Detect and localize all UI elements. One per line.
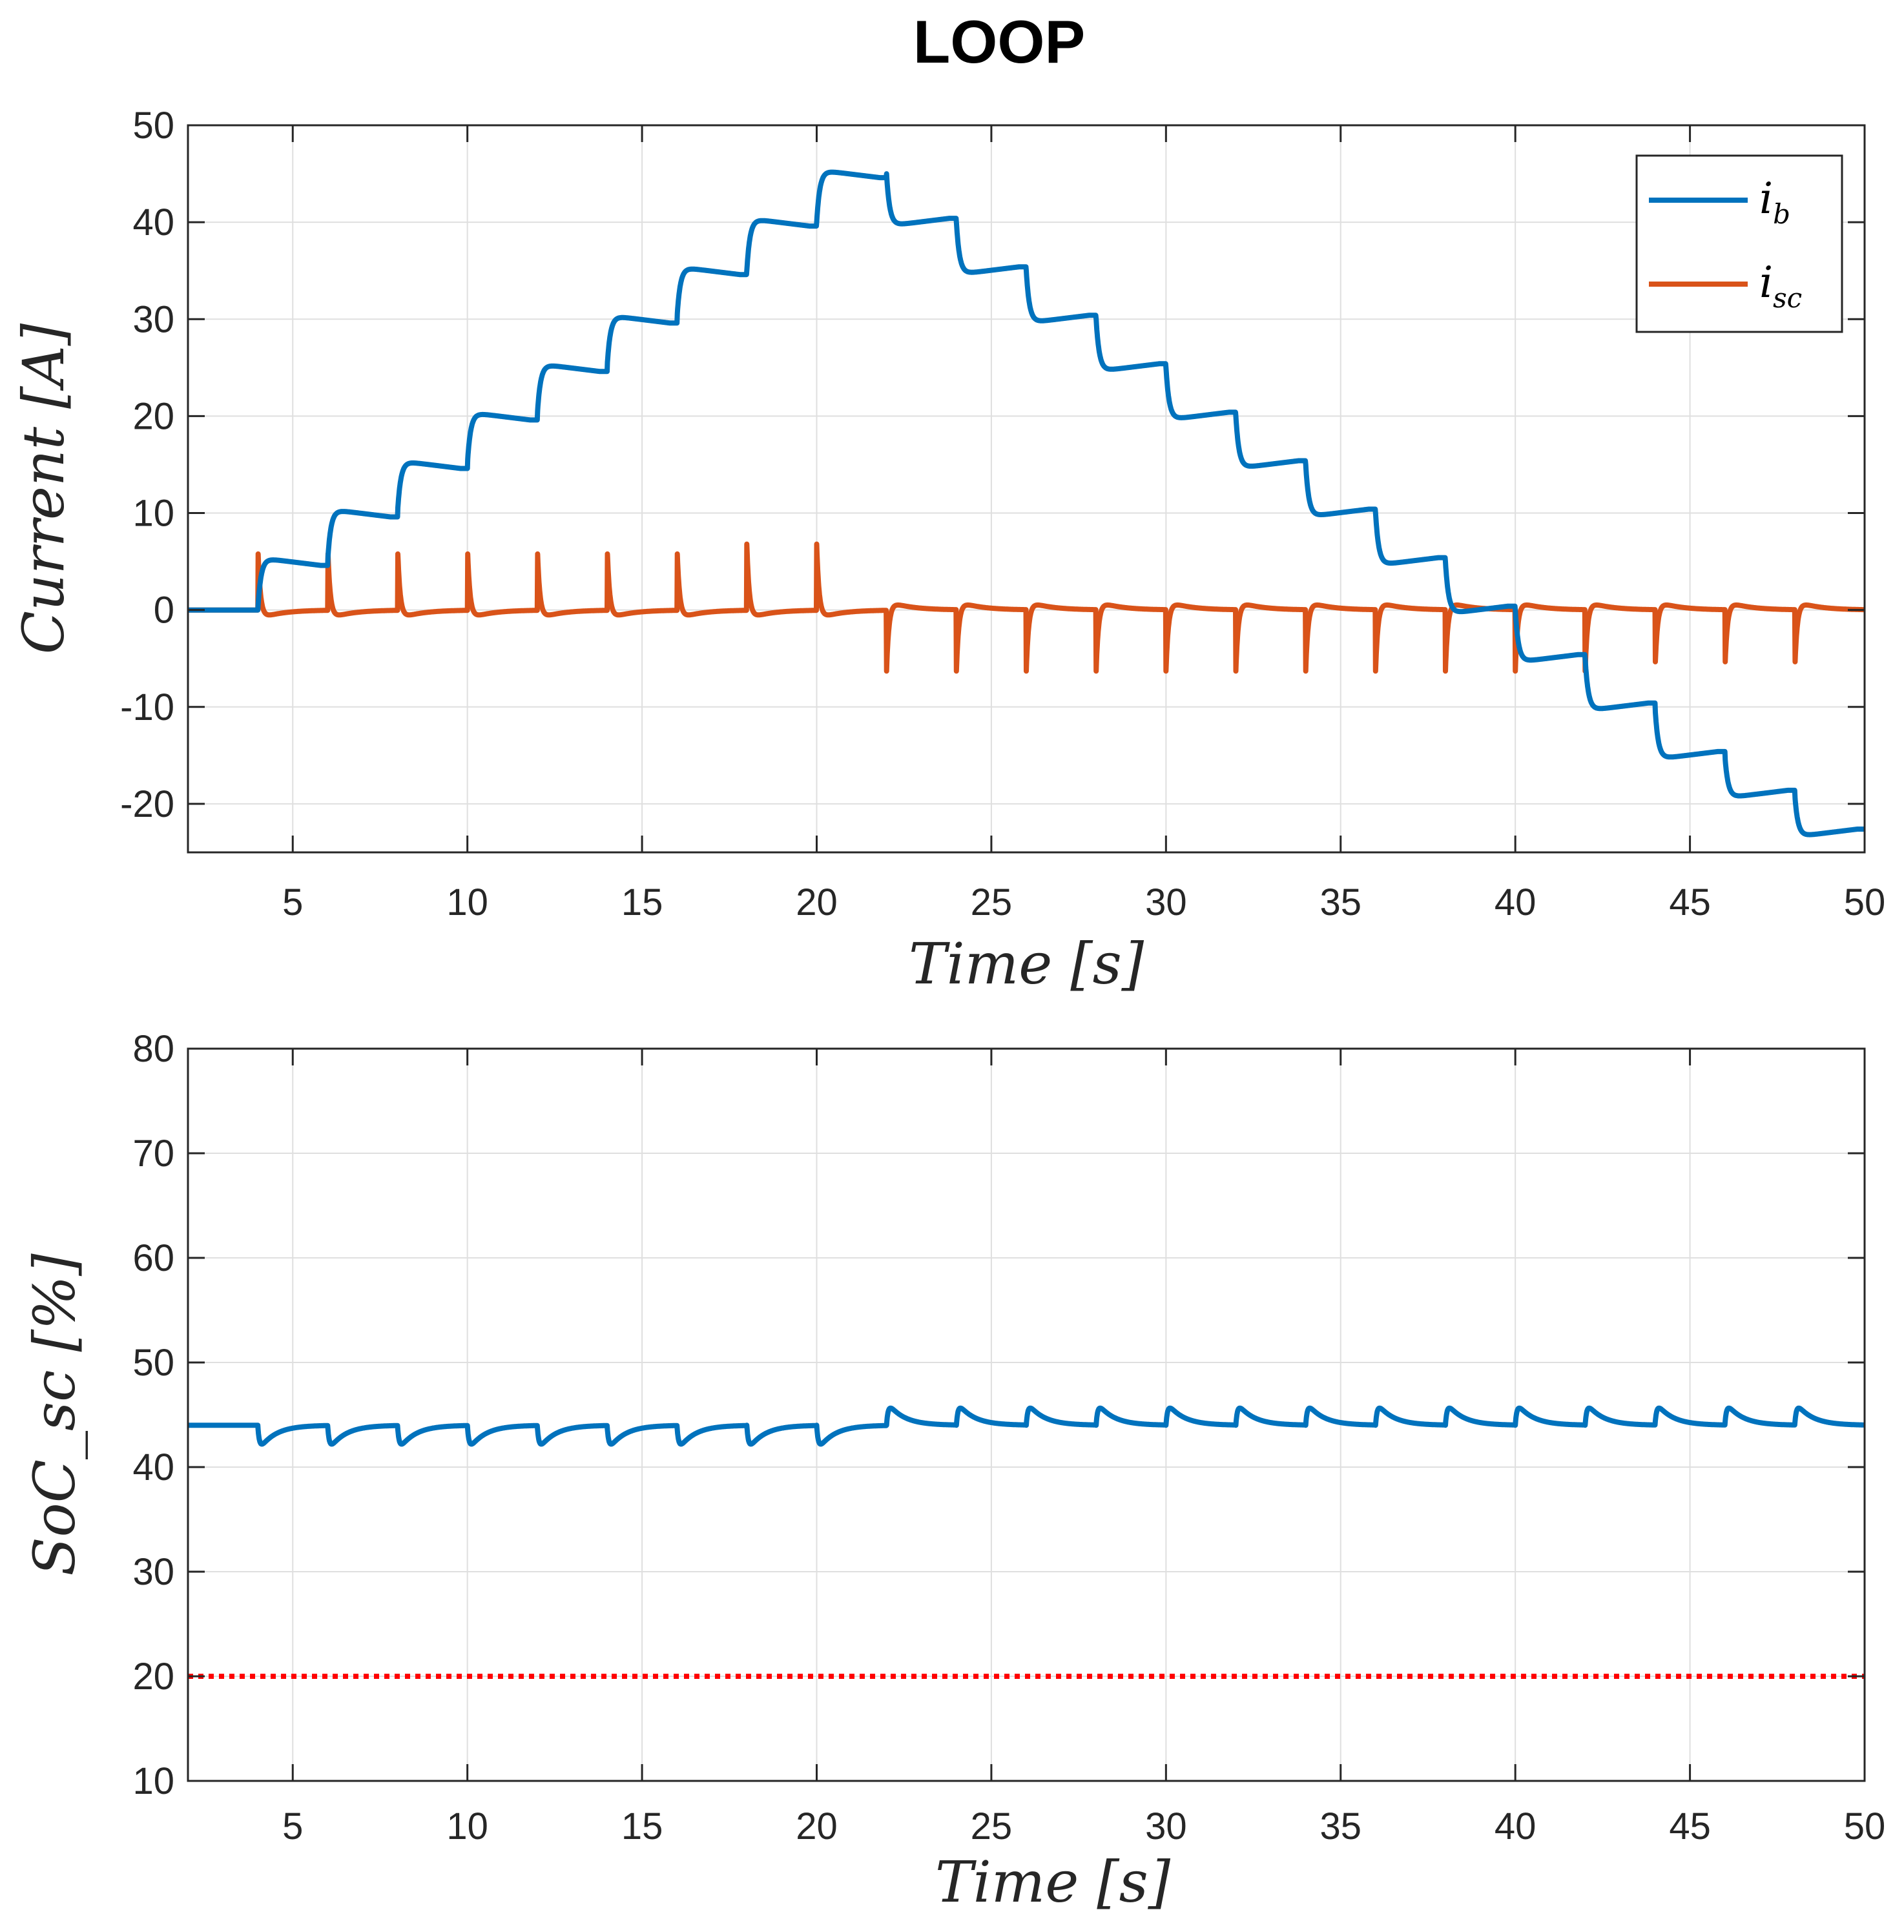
legend-isc-base: i: [1759, 258, 1773, 307]
soc-x-tick-label: 25: [971, 1805, 1013, 1847]
soc-y-tick-label: 50: [132, 1342, 174, 1384]
current-lines: [188, 169, 1865, 838]
soc-series-line: [188, 1405, 1865, 1447]
soc-x-tick-label: 5: [282, 1805, 303, 1847]
legend-box: [1635, 154, 1843, 333]
figure-title: LOOP: [913, 8, 1085, 76]
legend-ib-label: ib: [1759, 174, 1790, 230]
current-x-tick-label: 10: [446, 881, 488, 923]
soc-y-tick-label: 10: [132, 1760, 174, 1802]
soc-y-axis-label: SoC_sc [%]: [21, 1253, 88, 1576]
soc-ticks: [188, 1047, 1866, 1782]
current-x-tick-label: 45: [1669, 881, 1711, 923]
soc-x-tick-label: 50: [1844, 1805, 1886, 1847]
current-x-tick-label: 20: [796, 881, 838, 923]
current-y-tick-label: 50: [132, 105, 174, 147]
soc-y-tick-label: 80: [132, 1028, 174, 1070]
current-x-tick-labels: 5 10 15 20 25 30 35 40 45 50: [282, 881, 1885, 923]
legend-ib-sub: b: [1773, 198, 1790, 230]
current-x-tick-label: 50: [1844, 881, 1886, 923]
legend-isc-label: isc: [1759, 258, 1802, 314]
current-x-tick-label: 15: [621, 881, 663, 923]
soc-y-tick-label: 30: [132, 1551, 174, 1593]
soc-x-tick-label: 45: [1669, 1805, 1711, 1847]
current-y-tick-labels: -20 -10 0 10 20 30 40 50: [120, 105, 174, 825]
soc-lines: [188, 1405, 1865, 1679]
ib-series-line: [188, 169, 1865, 838]
current-x-tick-label: 40: [1495, 881, 1537, 923]
current-x-tick-label: 30: [1145, 881, 1187, 923]
soc-x-axis-label: Time [s]: [935, 1849, 1171, 1915]
current-y-tick-label: 10: [132, 493, 174, 535]
current-x-axis-label: Time [s]: [909, 930, 1144, 997]
soc-y-tick-labels: 10 20 30 40 50 60 70 80: [132, 1028, 174, 1802]
soc-x-tick-label: 15: [621, 1805, 663, 1847]
current-y-axis-label: Current [A]: [10, 323, 77, 654]
current-grid: [188, 125, 1865, 852]
current-y-tick-label: -20: [120, 783, 174, 825]
current-ticks: [188, 124, 1866, 852]
current-axes: 5 10 15 20 25 30 35 40 45 50 -20 -10 0 1…: [10, 105, 1885, 997]
soc-x-tick-label: 30: [1145, 1805, 1187, 1847]
soc-y-tick-label: 40: [132, 1446, 174, 1488]
current-y-tick-label: 0: [154, 590, 174, 632]
current-x-tick-label: 35: [1319, 881, 1361, 923]
soc-x-tick-label: 20: [796, 1805, 838, 1847]
current-y-tick-label: 20: [132, 395, 174, 437]
isc-series-line: [188, 541, 1865, 674]
soc-x-tick-label: 35: [1319, 1805, 1361, 1847]
current-y-tick-label: 30: [132, 298, 174, 340]
soc-x-tick-label: 40: [1495, 1805, 1537, 1847]
soc-y-tick-label: 60: [132, 1237, 174, 1279]
soc-axes: 5 10 15 20 25 30 35 40 45 50 10 20 30 40…: [21, 1028, 1885, 1915]
current-axes-box: [187, 124, 1866, 854]
legend-ib-base: i: [1759, 174, 1773, 223]
soc-y-tick-label: 70: [132, 1133, 174, 1175]
soc-x-tick-label: 10: [446, 1805, 488, 1847]
current-y-tick-label: 40: [132, 201, 174, 243]
current-x-tick-label: 25: [971, 881, 1013, 923]
current-legend: ib isc: [1635, 154, 1843, 333]
soc-x-tick-labels: 5 10 15 20 25 30 35 40 45 50: [282, 1805, 1885, 1847]
current-y-tick-label: -10: [120, 686, 174, 728]
soc-y-tick-label: 20: [132, 1656, 174, 1698]
soc-axes-box: [187, 1047, 1866, 1782]
legend-isc-sub: sc: [1773, 282, 1802, 314]
current-x-tick-label: 5: [282, 881, 303, 923]
